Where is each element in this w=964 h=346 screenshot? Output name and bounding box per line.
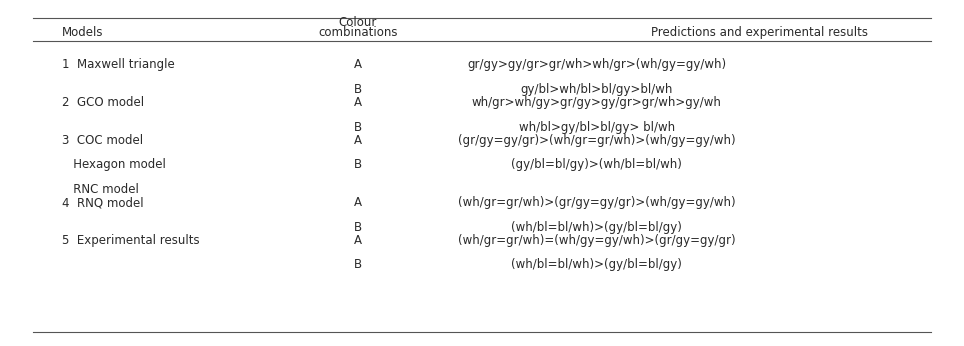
Text: A: A	[354, 234, 362, 247]
Text: A: A	[354, 196, 362, 209]
Text: gr/gy>gy/gr>gr/wh>wh/gr>(wh/gy=gy/wh): gr/gy>gy/gr>gr/wh>wh/gr>(wh/gy=gy/wh)	[468, 58, 726, 71]
Text: (wh/gr=gr/wh)=(wh/gy=gy/wh)>(gr/gy=gy/gr): (wh/gr=gr/wh)=(wh/gy=gy/wh)>(gr/gy=gy/gr…	[458, 234, 736, 247]
Text: (wh/bl=bl/wh)>(gy/bl=bl/gy): (wh/bl=bl/wh)>(gy/bl=bl/gy)	[511, 258, 683, 271]
Text: 4  RNQ model: 4 RNQ model	[62, 196, 143, 209]
Text: combinations: combinations	[318, 26, 397, 39]
Text: (wh/gr=gr/wh)>(gr/gy=gy/gr)>(wh/gy=gy/wh): (wh/gr=gr/wh)>(gr/gy=gy/gr)>(wh/gy=gy/wh…	[458, 196, 736, 209]
Text: A: A	[354, 58, 362, 71]
Text: B: B	[354, 220, 362, 234]
Text: 1  Maxwell triangle: 1 Maxwell triangle	[62, 58, 174, 71]
Text: 3  COC model: 3 COC model	[62, 134, 143, 147]
Text: B: B	[354, 120, 362, 134]
Text: B: B	[354, 258, 362, 271]
Text: wh/gr>wh/gy>gr/gy>gy/gr>gr/wh>gy/wh: wh/gr>wh/gy>gr/gy>gy/gr>gr/wh>gy/wh	[471, 96, 722, 109]
Text: 5  Experimental results: 5 Experimental results	[62, 234, 200, 247]
Text: Predictions and experimental results: Predictions and experimental results	[651, 26, 868, 39]
Text: wh/bl>gy/bl>bl/gy> bl/wh: wh/bl>gy/bl>bl/gy> bl/wh	[519, 120, 675, 134]
Text: Colour: Colour	[338, 16, 377, 29]
Text: (wh/bl=bl/wh)>(gy/bl=bl/gy): (wh/bl=bl/wh)>(gy/bl=bl/gy)	[511, 220, 683, 234]
Text: Models: Models	[62, 26, 103, 39]
Text: B: B	[354, 83, 362, 96]
Text: B: B	[354, 158, 362, 171]
Text: RNC model: RNC model	[62, 183, 139, 196]
Text: A: A	[354, 96, 362, 109]
Text: Hexagon model: Hexagon model	[62, 158, 166, 171]
Text: gy/bl>wh/bl>bl/gy>bl/wh: gy/bl>wh/bl>bl/gy>bl/wh	[521, 83, 673, 96]
Text: (gr/gy=gy/gr)>(wh/gr=gr/wh)>(wh/gy=gy/wh): (gr/gy=gy/gr)>(wh/gr=gr/wh)>(wh/gy=gy/wh…	[458, 134, 736, 147]
Text: 2  GCO model: 2 GCO model	[62, 96, 144, 109]
Text: A: A	[354, 134, 362, 147]
Text: (gy/bl=bl/gy)>(wh/bl=bl/wh): (gy/bl=bl/gy)>(wh/bl=bl/wh)	[511, 158, 683, 171]
